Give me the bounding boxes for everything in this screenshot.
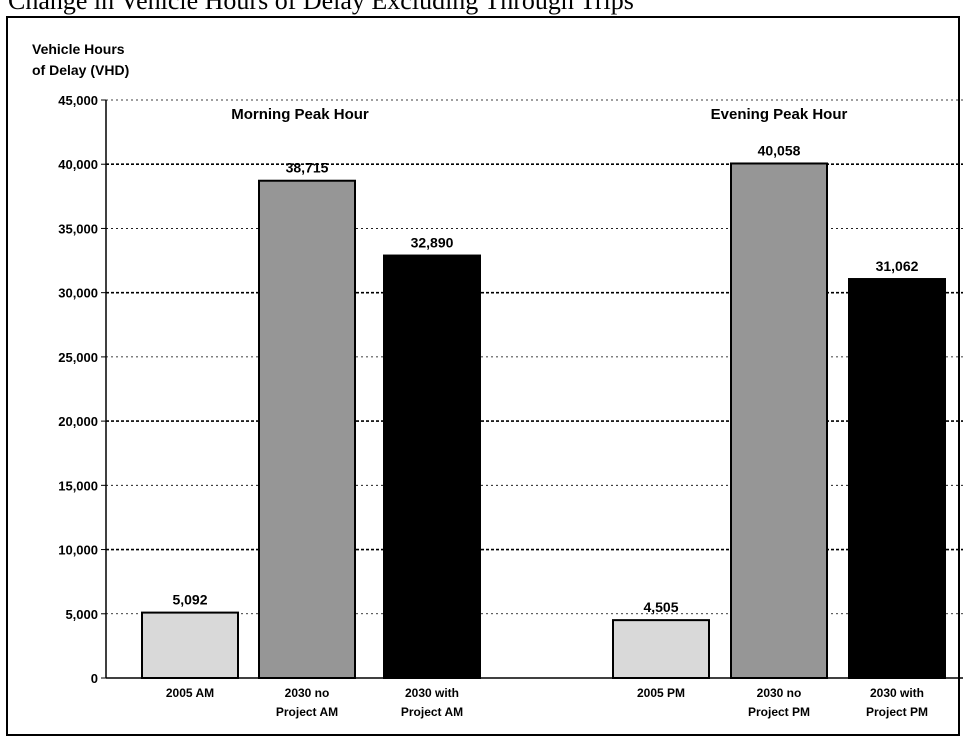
category-label: 2005 AM <box>166 686 214 700</box>
bar-value-label: 5,092 <box>172 592 207 608</box>
gridlines <box>106 99 963 615</box>
category-label: 2030 no <box>757 686 802 700</box>
bar <box>141 611 239 679</box>
bar-value-label: 38,715 <box>286 160 329 176</box>
y-tick-label: 0 <box>91 671 98 686</box>
y-axis-ticks: 0 5,000 10,000 15,000 20,000 25,000 30,000 35,0… <box>58 93 106 686</box>
category-label: Project PM <box>866 705 928 719</box>
y-tick-label: 15,000 <box>58 478 98 493</box>
category-label: 2005 PM <box>637 686 685 700</box>
bar-value-label: 40,058 <box>758 142 801 158</box>
y-tick-label: 45,000 <box>58 93 98 108</box>
y-tick-label: 30,000 <box>58 286 98 301</box>
y-tick-label: 35,000 <box>58 221 98 236</box>
y-tick-label: 5,000 <box>65 607 98 622</box>
category-label: Project AM <box>401 705 463 719</box>
y-tick-label: 20,000 <box>58 414 98 429</box>
bar-labels: Morning Peak Hour 5,092 2005 AM 38,715 2030 … <box>166 106 928 719</box>
bar <box>258 179 356 680</box>
y-tick-label: 10,000 <box>58 543 98 558</box>
bar <box>848 278 946 679</box>
category-label: 2030 with <box>870 686 924 700</box>
bar <box>383 254 481 679</box>
chart-title: Change in Vehicle Hours of Delay Excludi… <box>8 0 634 15</box>
category-label: Project PM <box>748 705 810 719</box>
bar-value-label: 31,062 <box>876 258 919 274</box>
bar <box>730 162 828 680</box>
category-label: 2030 with <box>405 686 459 700</box>
y-axis-label-line-2: of Delay (VHD) <box>32 62 129 78</box>
bar-value-label: 32,890 <box>411 235 454 251</box>
group-label: Morning Peak Hour <box>231 106 369 123</box>
bar-value-label: 4,505 <box>643 599 678 615</box>
y-tick-label: 25,000 <box>58 350 98 365</box>
group-label: Evening Peak Hour <box>711 106 848 123</box>
category-label: Project AM <box>276 705 338 719</box>
y-tick-label: 40,000 <box>58 157 98 172</box>
y-axis-label-line-1: Vehicle Hours <box>32 41 125 57</box>
bar <box>612 619 710 680</box>
category-label: 2030 no <box>285 686 330 700</box>
